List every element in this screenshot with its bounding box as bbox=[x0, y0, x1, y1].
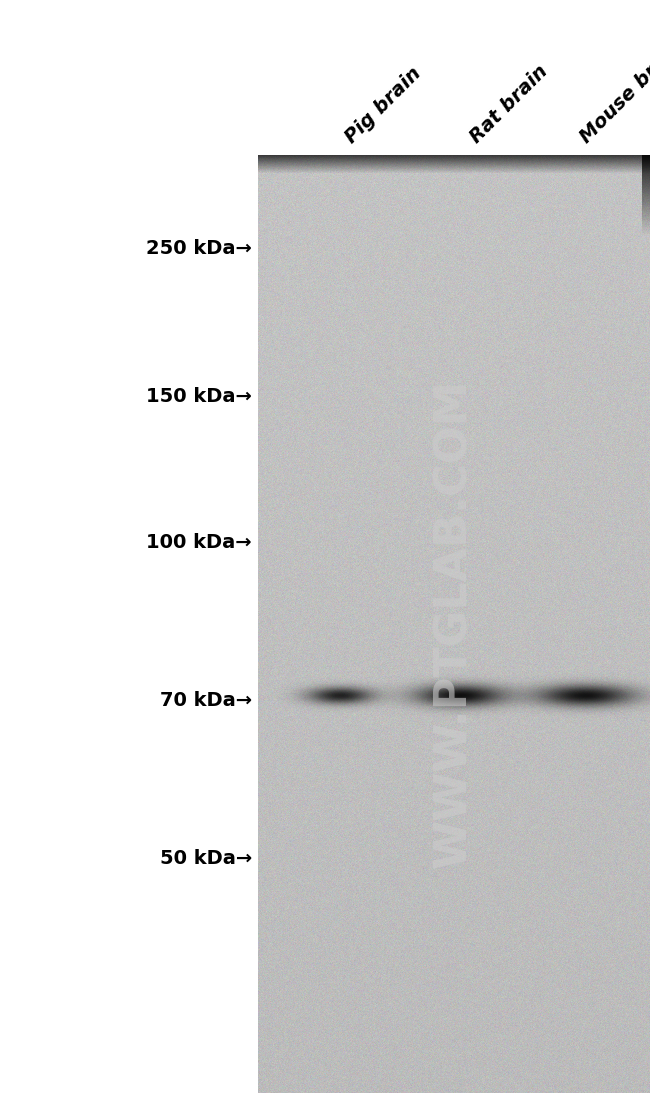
Text: WWW.PTGLAB.COM: WWW.PTGLAB.COM bbox=[432, 379, 476, 869]
Text: 70 kDa→: 70 kDa→ bbox=[160, 691, 252, 709]
Text: Rat brain: Rat brain bbox=[467, 62, 552, 146]
Text: 100 kDa→: 100 kDa→ bbox=[146, 533, 252, 552]
Text: Pig brain: Pig brain bbox=[341, 63, 425, 146]
Text: 50 kDa→: 50 kDa→ bbox=[160, 848, 252, 868]
Text: Mouse brain: Mouse brain bbox=[577, 38, 650, 146]
Text: 250 kDa→: 250 kDa→ bbox=[146, 238, 252, 258]
Text: 150 kDa→: 150 kDa→ bbox=[146, 388, 252, 407]
